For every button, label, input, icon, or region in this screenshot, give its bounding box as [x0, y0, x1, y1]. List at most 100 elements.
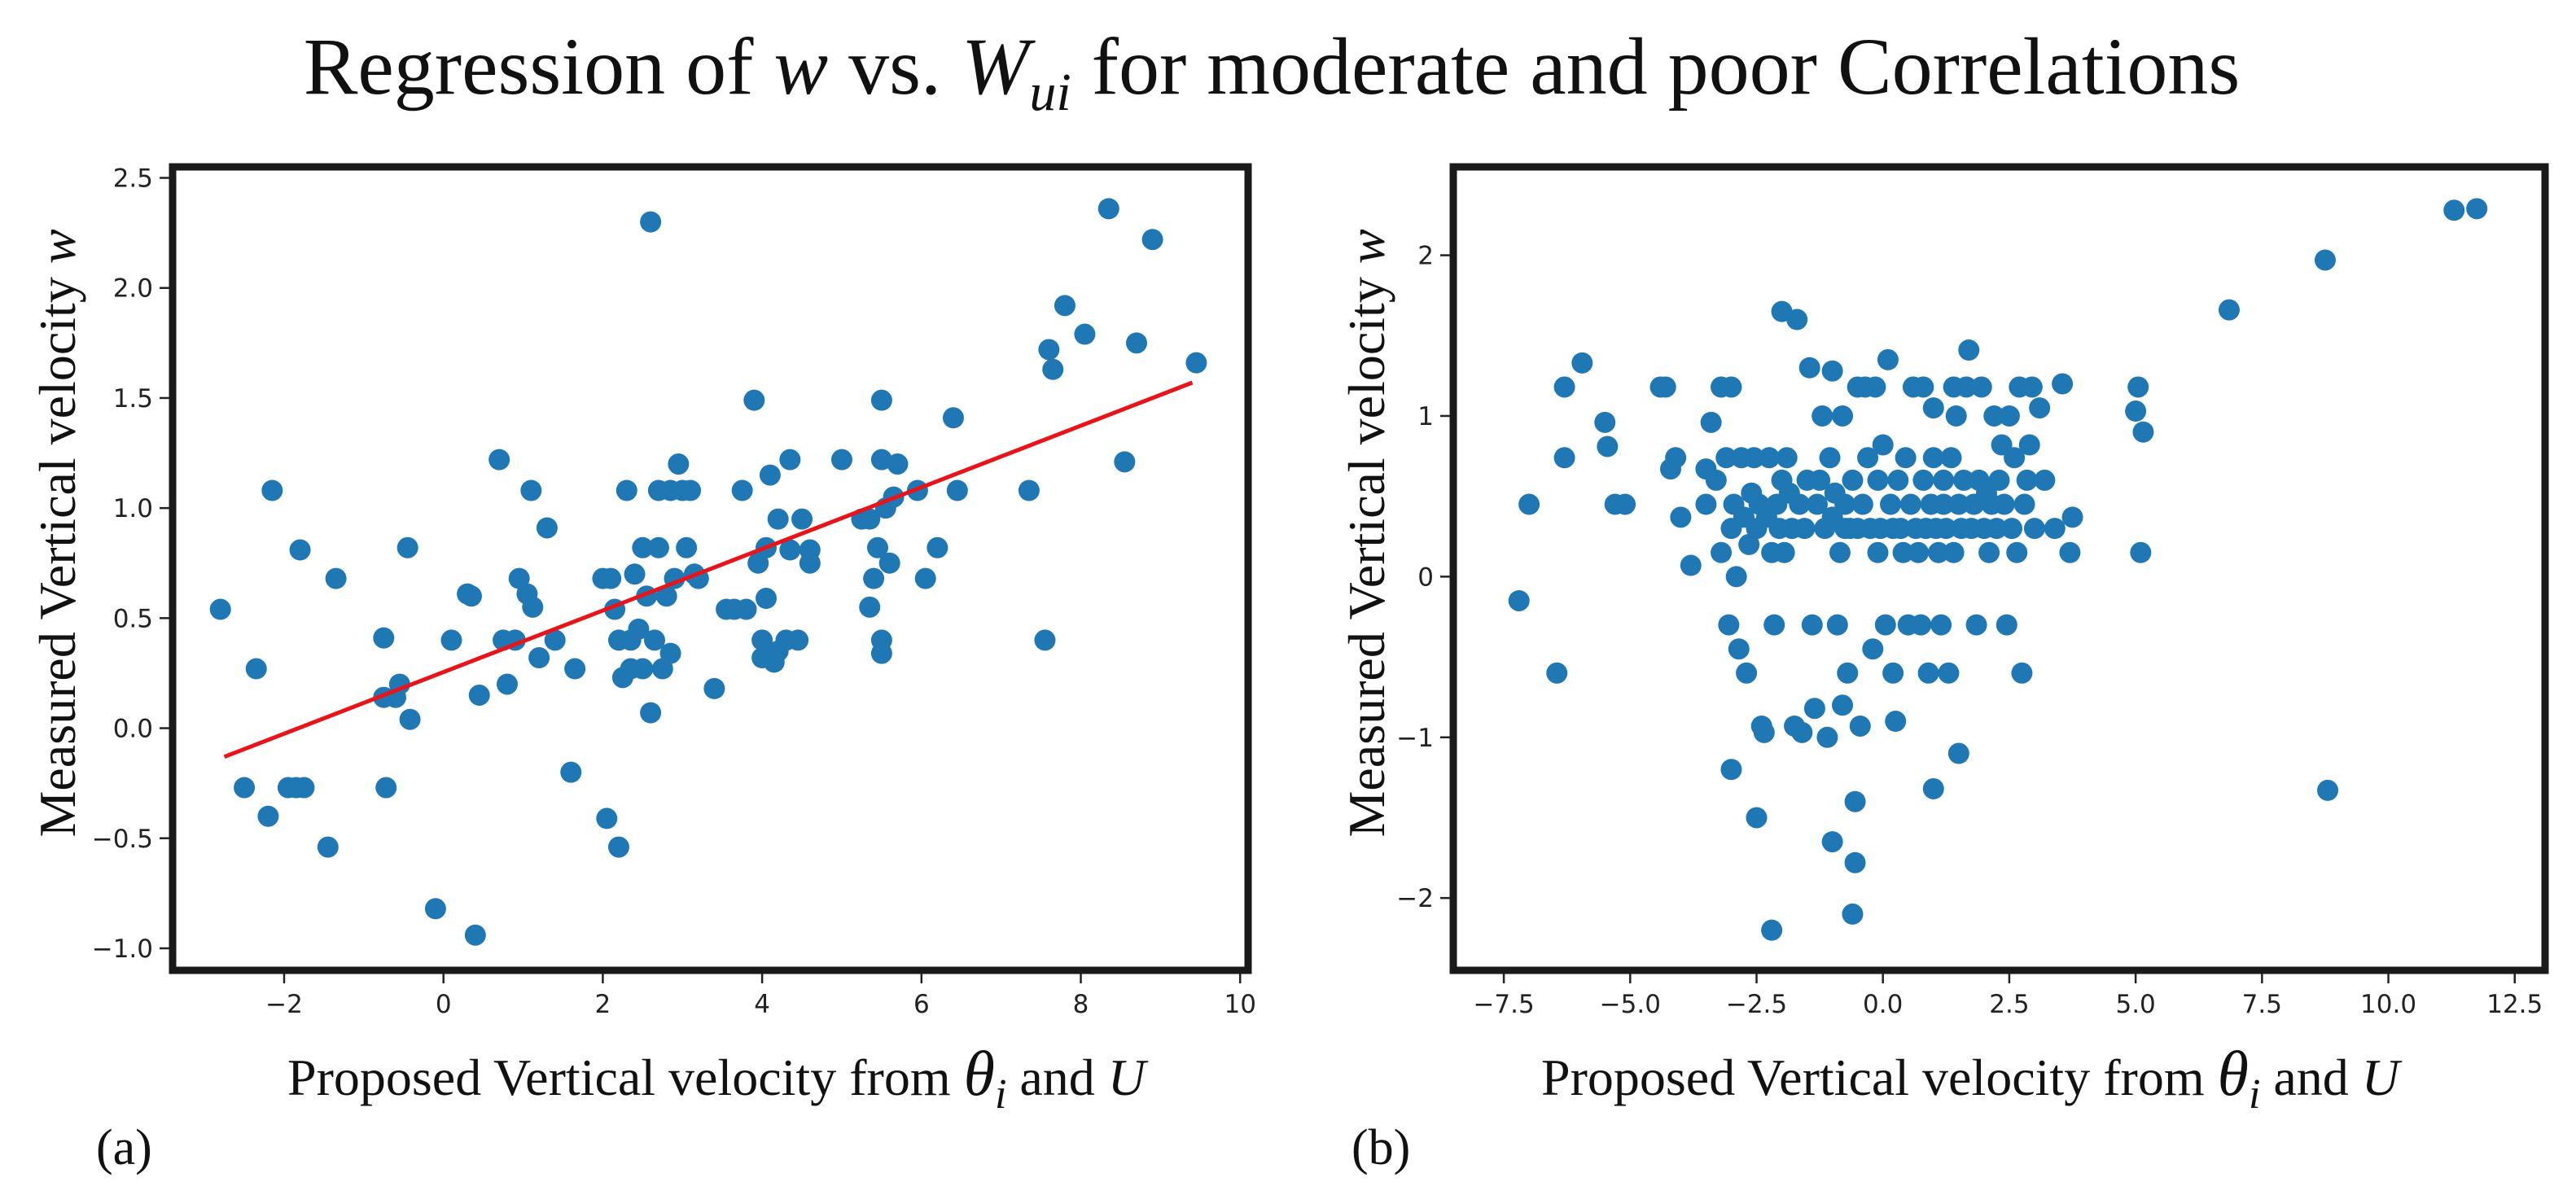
data-point — [887, 453, 909, 475]
data-point — [1700, 411, 1722, 433]
data-point — [399, 708, 421, 730]
x-tick-label: 4 — [754, 990, 770, 1019]
x-tick-label: 0 — [436, 990, 452, 1019]
theta-symbol: θ — [964, 1038, 995, 1109]
data-point — [680, 479, 702, 501]
data-point — [1851, 493, 1873, 515]
data-point — [1720, 759, 1742, 781]
data-point — [870, 449, 892, 471]
data-point — [1746, 807, 1768, 829]
data-point — [1126, 332, 1148, 354]
y-tick-label: −1 — [1396, 724, 1434, 753]
data-point — [1983, 405, 2005, 427]
data-point — [1922, 447, 1944, 469]
plot-frame-a — [169, 163, 1252, 974]
data-point — [261, 479, 283, 501]
data-point — [1882, 662, 1904, 684]
data-point — [676, 536, 698, 558]
data-point — [317, 836, 339, 858]
data-point — [1874, 614, 1896, 636]
data-point — [1776, 447, 1798, 469]
data-point — [731, 479, 753, 501]
data-point — [1922, 777, 1944, 799]
data-point — [1738, 533, 1760, 555]
data-point — [564, 658, 586, 680]
x-tick-label: −2.5 — [1726, 990, 1787, 1019]
data-point — [1665, 447, 1687, 469]
y-tick-label: 2.5 — [113, 164, 153, 194]
title-suffix: for moderate and poor Correlations — [1071, 21, 2241, 112]
x-tick-label: −7.5 — [1473, 990, 1534, 1019]
data-point — [1928, 541, 1949, 563]
data-point — [2004, 447, 2026, 469]
data-point — [1571, 352, 1593, 374]
data-point — [1680, 554, 1702, 576]
data-point — [2059, 541, 2081, 563]
data-point — [1953, 469, 1975, 491]
data-point — [779, 449, 801, 471]
data-point — [624, 563, 646, 585]
data-point — [1988, 469, 2010, 491]
y-axis-label-b: Measured Vertical velocity w — [1338, 229, 1395, 837]
data-point — [668, 453, 690, 475]
data-point — [1097, 198, 1119, 220]
data-point — [1705, 469, 1727, 491]
x-tick-label: −5.0 — [1600, 990, 1661, 1019]
data-point — [289, 539, 311, 561]
theta-subscript: i — [995, 1071, 1006, 1118]
y-axis-ticks-a: −1.0 −0.5 0.0 0.5 1.0 1.5 2.0 2.5 — [92, 164, 169, 964]
data-point — [866, 536, 888, 558]
data-point — [1819, 447, 1841, 469]
data-point — [1807, 493, 1828, 515]
data-point — [1018, 479, 1040, 501]
data-point — [1910, 614, 1932, 636]
data-point — [2127, 376, 2149, 398]
data-point — [628, 618, 650, 640]
x-axis-label-var-U: U — [1108, 1048, 1149, 1106]
data-point — [1801, 614, 1823, 636]
data-point — [655, 585, 677, 607]
data-point — [600, 567, 622, 589]
data-point — [1042, 358, 1064, 380]
data-point — [1864, 376, 1886, 398]
data-point — [1736, 662, 1758, 684]
data-point — [1834, 493, 1856, 515]
data-point — [528, 647, 550, 669]
data-point — [1849, 715, 1871, 737]
data-point — [632, 536, 654, 558]
panel-label-a: (a) — [96, 1120, 152, 1175]
data-point — [257, 805, 279, 827]
data-point — [2317, 779, 2339, 801]
title-var-w: w — [773, 21, 828, 112]
data-point — [1826, 614, 1848, 636]
data-point — [1943, 376, 1965, 398]
data-point — [544, 629, 566, 651]
data-point — [1892, 541, 1914, 563]
data-point — [488, 449, 510, 471]
data-point — [1763, 614, 1785, 636]
data-point — [424, 898, 446, 920]
data-point — [1912, 469, 1934, 491]
y-tick-label: −0.5 — [92, 825, 153, 854]
data-point — [2443, 199, 2465, 221]
data-point — [2001, 518, 2023, 540]
y-tick-label: 1 — [1417, 402, 1434, 431]
data-point — [1978, 541, 2000, 563]
y-tick-label: −2 — [1396, 884, 1434, 913]
data-point — [2314, 249, 2336, 271]
data-point — [209, 598, 231, 620]
data-point — [1947, 742, 1969, 764]
x-axis-label-text: Proposed Vertical velocity from — [1541, 1048, 2218, 1106]
x-tick-label: 2 — [595, 990, 611, 1019]
data-point — [468, 684, 490, 706]
data-point — [647, 536, 669, 558]
data-point — [1844, 851, 1866, 873]
data-point — [1074, 323, 1096, 345]
data-point — [1791, 721, 1813, 743]
plot-frame-b — [1449, 163, 2549, 974]
data-point — [644, 629, 666, 651]
data-point — [2006, 541, 2028, 563]
data-point — [1829, 541, 1851, 563]
data-point — [1798, 357, 1820, 379]
x-axis-ticks-a: −2 0 2 4 6 8 10 — [265, 974, 1256, 1019]
